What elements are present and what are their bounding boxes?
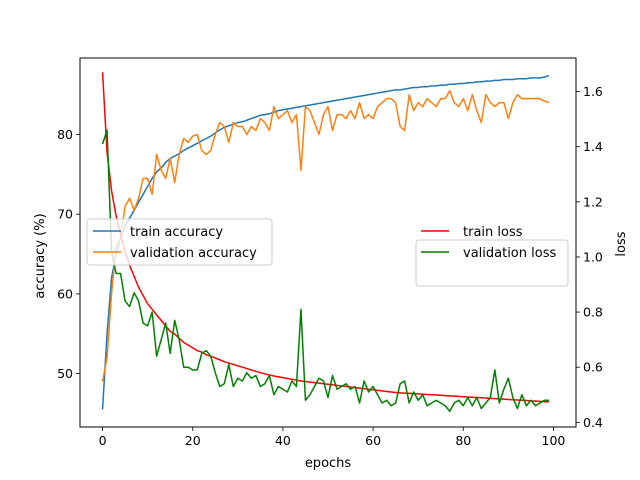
left-y-tick-label: 80 bbox=[57, 127, 73, 142]
left-y-tick-label: 70 bbox=[57, 207, 73, 222]
right-y-axis-label: loss bbox=[614, 231, 629, 256]
legend-left-box bbox=[86, 218, 273, 266]
x-axis-ticks: 0 20 40 60 80 100 bbox=[99, 427, 566, 448]
legend-label-train-accuracy: train accuracy bbox=[130, 225, 223, 240]
right-y-tick-label: 0.6 bbox=[583, 360, 603, 375]
legend-label-train-loss: train loss bbox=[463, 225, 523, 240]
left-y-tick-label: 60 bbox=[57, 286, 73, 301]
series-line-train-loss bbox=[101, 72, 549, 403]
left-y-axis-label: accuracy (%) bbox=[33, 213, 48, 298]
x-tick-label: 0 bbox=[99, 433, 107, 448]
legend-right: train loss validation loss bbox=[415, 225, 569, 287]
plot-lines bbox=[101, 72, 550, 413]
legend-left: train accuracy validation accuracy bbox=[86, 218, 273, 266]
right-y-axis-ticks: 0.4 0.6 0.8 1.0 1.2 1.4 1.6 bbox=[576, 84, 603, 430]
plot-frame bbox=[79, 57, 577, 428]
x-axis-label: epochs bbox=[305, 456, 352, 471]
left-y-axis-ticks: 50 60 70 80 bbox=[57, 127, 80, 381]
left-y-tick-label: 50 bbox=[57, 366, 73, 381]
x-tick-label: 80 bbox=[455, 433, 471, 448]
right-y-tick-label: 0.8 bbox=[583, 305, 603, 320]
series-line-train-accuracy bbox=[101, 74, 550, 410]
x-tick-label: 100 bbox=[542, 433, 566, 448]
x-tick-label: 20 bbox=[185, 433, 201, 448]
right-y-tick-label: 1.2 bbox=[583, 194, 603, 209]
right-y-tick-label: 1.0 bbox=[583, 249, 603, 264]
series-line-validation-accuracy bbox=[101, 89, 550, 382]
right-y-tick-label: 1.4 bbox=[583, 139, 603, 154]
legend-label-validation-accuracy: validation accuracy bbox=[130, 246, 257, 261]
right-y-tick-label: 1.6 bbox=[583, 84, 603, 99]
series-line-validation-loss bbox=[101, 129, 549, 413]
x-tick-label: 60 bbox=[365, 433, 381, 448]
legend-right-box bbox=[415, 239, 569, 287]
legend-label-validation-loss: validation loss bbox=[463, 246, 556, 261]
x-tick-label: 40 bbox=[275, 433, 291, 448]
right-y-tick-label: 0.4 bbox=[583, 415, 603, 430]
